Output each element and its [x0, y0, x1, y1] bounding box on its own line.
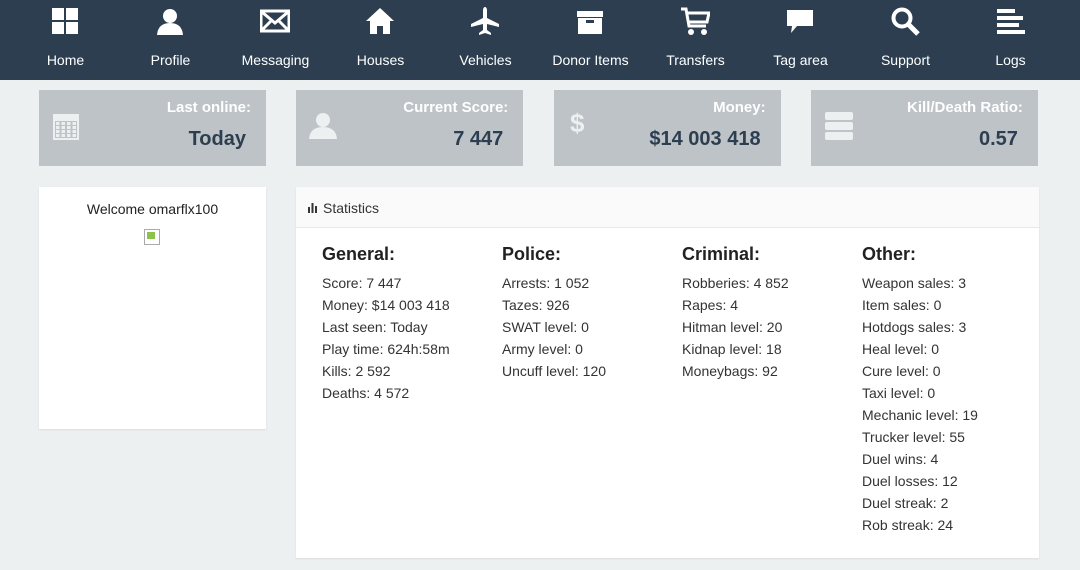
nav-item[interactable]: Logs	[958, 0, 1063, 80]
stat-line: Last seen: Today	[322, 319, 428, 335]
stat-line: Moneybags: 92	[682, 363, 778, 379]
nav-item[interactable]: Home	[13, 0, 118, 80]
stat-line: Weapon sales: 3	[862, 275, 967, 291]
column-heading: Police:	[502, 244, 562, 264]
stat-line: Duel streak: 2	[862, 495, 949, 511]
card-icon	[309, 113, 338, 139]
card-icon	[824, 112, 853, 140]
stat-column: Other: Weapon sales: 3 Item sales: 0 Hotdog…	[862, 244, 978, 539]
nav-icon	[157, 9, 183, 35]
broken-image	[144, 229, 160, 245]
stat-card: Current Score: 7 447	[296, 90, 524, 166]
nav-icon	[681, 7, 710, 35]
stat-line: SWAT level: 0	[502, 319, 589, 335]
stat-line: Duel losses: 12	[862, 473, 958, 489]
nav-icon	[260, 9, 290, 33]
card-value: $14 003 418	[649, 128, 761, 150]
stat-line: Kidnap level: 18	[682, 341, 782, 357]
nav-item[interactable]: Donor Items	[538, 0, 643, 80]
card-icon	[53, 114, 79, 140]
stat-card: Kill/Death Ratio: 0.57	[810, 90, 1038, 166]
nav-icon	[366, 8, 394, 34]
stat-line: Money: $14 003 418	[322, 297, 450, 313]
stat-column: Police: Arrests: 1 052 Tazes: 926 SWAT leve…	[502, 244, 606, 385]
statistics-header: Statistics	[296, 187, 1039, 228]
stat-line: Play time: 624h:58m	[322, 341, 450, 357]
card-label: Kill/Death Ratio:	[907, 99, 1023, 116]
nav-label: Home	[46, 52, 85, 68]
nav-icon	[891, 7, 920, 36]
stat-line: Mechanic level: 19	[862, 407, 978, 423]
nav-item[interactable]: Profile	[118, 0, 223, 80]
nav-label: Profile	[150, 52, 191, 68]
column-heading: Other:	[862, 244, 916, 264]
stat-line: Hitman level: 20	[682, 319, 783, 335]
stat-column: Criminal: Robberies: 4 852 Rapes: 4 Hitman …	[682, 244, 789, 385]
stat-line: Deaths: 4 572	[322, 385, 410, 401]
nav-item[interactable]: Transfers	[643, 0, 748, 80]
nav-item[interactable]: Support	[853, 0, 958, 80]
stat-line: Duel wins: 4	[862, 451, 939, 467]
chart-icon	[308, 203, 317, 213]
welcome-panel: Welcome omarflx100	[39, 187, 266, 429]
nav-icon	[577, 11, 603, 34]
nav-label: Transfers	[666, 52, 725, 68]
stat-line: Heal level: 0	[862, 341, 940, 357]
stat-line: Tazes: 926	[502, 297, 570, 313]
nav-item[interactable]: Tag area	[748, 0, 853, 80]
nav-icon	[471, 7, 499, 35]
stat-line: Cure level: 0	[862, 363, 941, 379]
card-label: Last online:	[166, 99, 251, 116]
card-value: 0.57	[978, 128, 1018, 150]
svg-text:$: $	[570, 110, 585, 138]
nav-label: Support	[880, 52, 931, 68]
stat-line: Uncuff level: 120	[502, 363, 607, 379]
nav-label: Donor Items	[552, 52, 629, 68]
stat-line: Score: 7 447	[322, 275, 402, 291]
nav-label: Logs	[995, 52, 1026, 68]
card-value: 7 447	[453, 128, 504, 150]
nav-icon	[787, 10, 813, 33]
stat-line: Arrests: 1 052	[502, 275, 590, 291]
welcome-text: Welcome omarflx100	[86, 201, 219, 217]
stat-line: Rapes: 4	[682, 297, 739, 313]
nav-item[interactable]: Houses	[328, 0, 433, 80]
column-heading: Criminal:	[682, 244, 761, 264]
statistics-title: Statistics	[323, 200, 380, 216]
nav-item[interactable]: Messaging	[223, 0, 328, 80]
stat-column: General: Score: 7 447 Money: $14 003 418 La…	[322, 244, 450, 407]
nav-label: Houses	[356, 52, 405, 68]
card-icon: $	[570, 110, 585, 138]
card-label: Money:	[713, 99, 766, 116]
nav-bar: Home Profile Messaging Houses Vehicles Donor …	[0, 0, 1080, 80]
nav-label: Messaging	[241, 52, 310, 68]
stat-line: Trucker level: 55	[862, 429, 965, 445]
stat-line: Taxi level: 0	[862, 385, 936, 401]
card-label: Current Score:	[403, 99, 509, 116]
nav-label: Vehicles	[459, 52, 512, 68]
stat-line: Item sales: 0	[862, 297, 942, 313]
stat-line: Kills: 2 592	[322, 363, 391, 379]
stat-line: Rob streak: 24	[862, 517, 954, 533]
nav-icon	[52, 8, 78, 34]
stat-card: Last online: Today	[39, 90, 266, 166]
stat-line: Robberies: 4 852	[682, 275, 789, 291]
stat-line: Army level: 0	[502, 341, 583, 357]
nav-label: Tag area	[773, 52, 828, 68]
nav-icon	[997, 9, 1025, 34]
card-value: Today	[188, 128, 246, 150]
statistics-panel: Statistics General: Score: 7 447 Money: $1…	[296, 187, 1039, 558]
column-heading: General:	[322, 244, 396, 264]
stat-card: $ Money: $14 003 418	[553, 90, 781, 166]
stat-line: Hotdogs sales: 3	[862, 319, 967, 335]
nav-item[interactable]: Vehicles	[433, 0, 538, 80]
